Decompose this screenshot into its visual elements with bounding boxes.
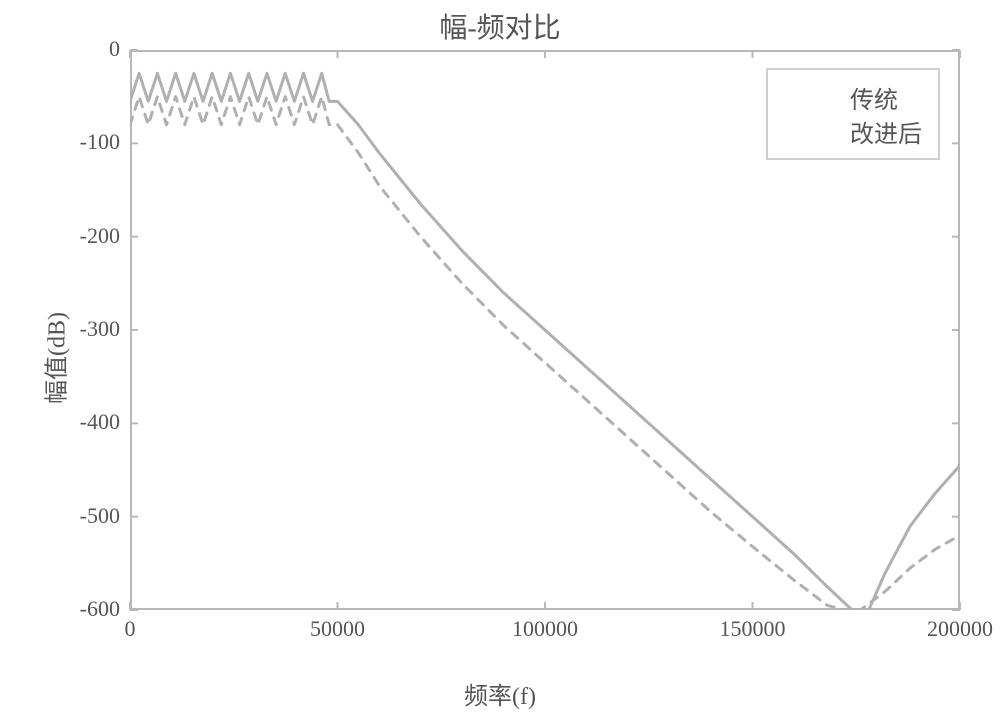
legend-label: 传统 bbox=[850, 80, 898, 115]
legend: 传统改进后 bbox=[766, 68, 940, 160]
series-line-improved bbox=[130, 97, 960, 610]
y-tick-label: -400 bbox=[40, 409, 120, 435]
x-tick-label: 50000 bbox=[310, 616, 365, 642]
y-tick-label: -500 bbox=[40, 503, 120, 529]
x-tick-label: 200000 bbox=[927, 616, 993, 642]
x-tick-label: 150000 bbox=[720, 616, 786, 642]
y-tick-label: -600 bbox=[40, 596, 120, 622]
legend-label: 改进后 bbox=[850, 114, 922, 149]
x-tick-label: 100000 bbox=[512, 616, 578, 642]
y-tick-label: 0 bbox=[40, 36, 120, 62]
chart-container: 幅-频对比 幅值(dB) 频率(f) -600-500-400-300-200-… bbox=[0, 0, 1000, 715]
legend-row: 传统 bbox=[780, 80, 922, 114]
y-tick-label: -200 bbox=[40, 223, 120, 249]
y-tick-label: -300 bbox=[40, 316, 120, 342]
x-tick-label: 0 bbox=[125, 616, 136, 642]
legend-line-sample bbox=[780, 96, 836, 98]
legend-row: 改进后 bbox=[780, 114, 922, 148]
legend-line-sample bbox=[780, 130, 836, 132]
y-tick-label: -100 bbox=[40, 129, 120, 155]
